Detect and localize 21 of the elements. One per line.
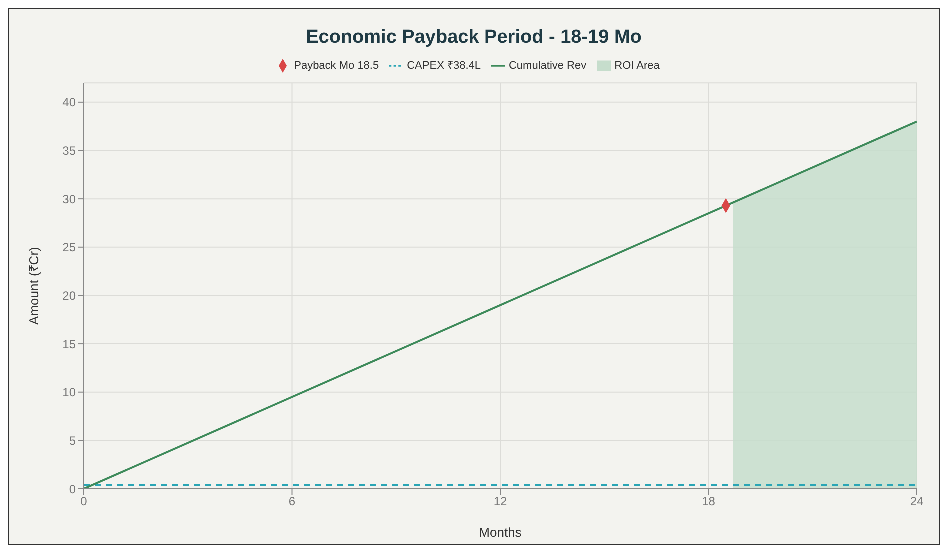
y-tick-label: 30 xyxy=(62,192,76,206)
x-tick-label: 18 xyxy=(702,494,716,509)
x-tick-label: 0 xyxy=(80,494,88,509)
x-tick-label: 6 xyxy=(288,494,296,509)
y-tick-label: 25 xyxy=(62,240,76,255)
y-tick-label: 15 xyxy=(62,337,76,352)
x-axis-title: Months xyxy=(479,525,522,540)
y-axis-title: Amount (₹Cr) xyxy=(26,247,42,325)
y-tick-label: 20 xyxy=(62,288,76,303)
legend-label: CAPEX ₹38.4L xyxy=(407,60,481,72)
legend-label: ROI Area xyxy=(614,60,660,72)
y-tick-label: 40 xyxy=(62,96,76,110)
y-tick-label: 35 xyxy=(62,144,76,158)
x-tick-label: 24 xyxy=(910,494,924,509)
legend-label: Cumulative Rev xyxy=(508,60,587,72)
y-tick-label: 0 xyxy=(69,482,76,496)
chart-title: Economic Payback Period - 18-19 Mo xyxy=(305,26,643,49)
x-tick-label: 12 xyxy=(494,494,508,509)
legend-label: Payback Mo 18.5 xyxy=(294,60,380,72)
y-tick-label: 10 xyxy=(62,386,76,400)
y-tick-label: 5 xyxy=(69,434,76,448)
